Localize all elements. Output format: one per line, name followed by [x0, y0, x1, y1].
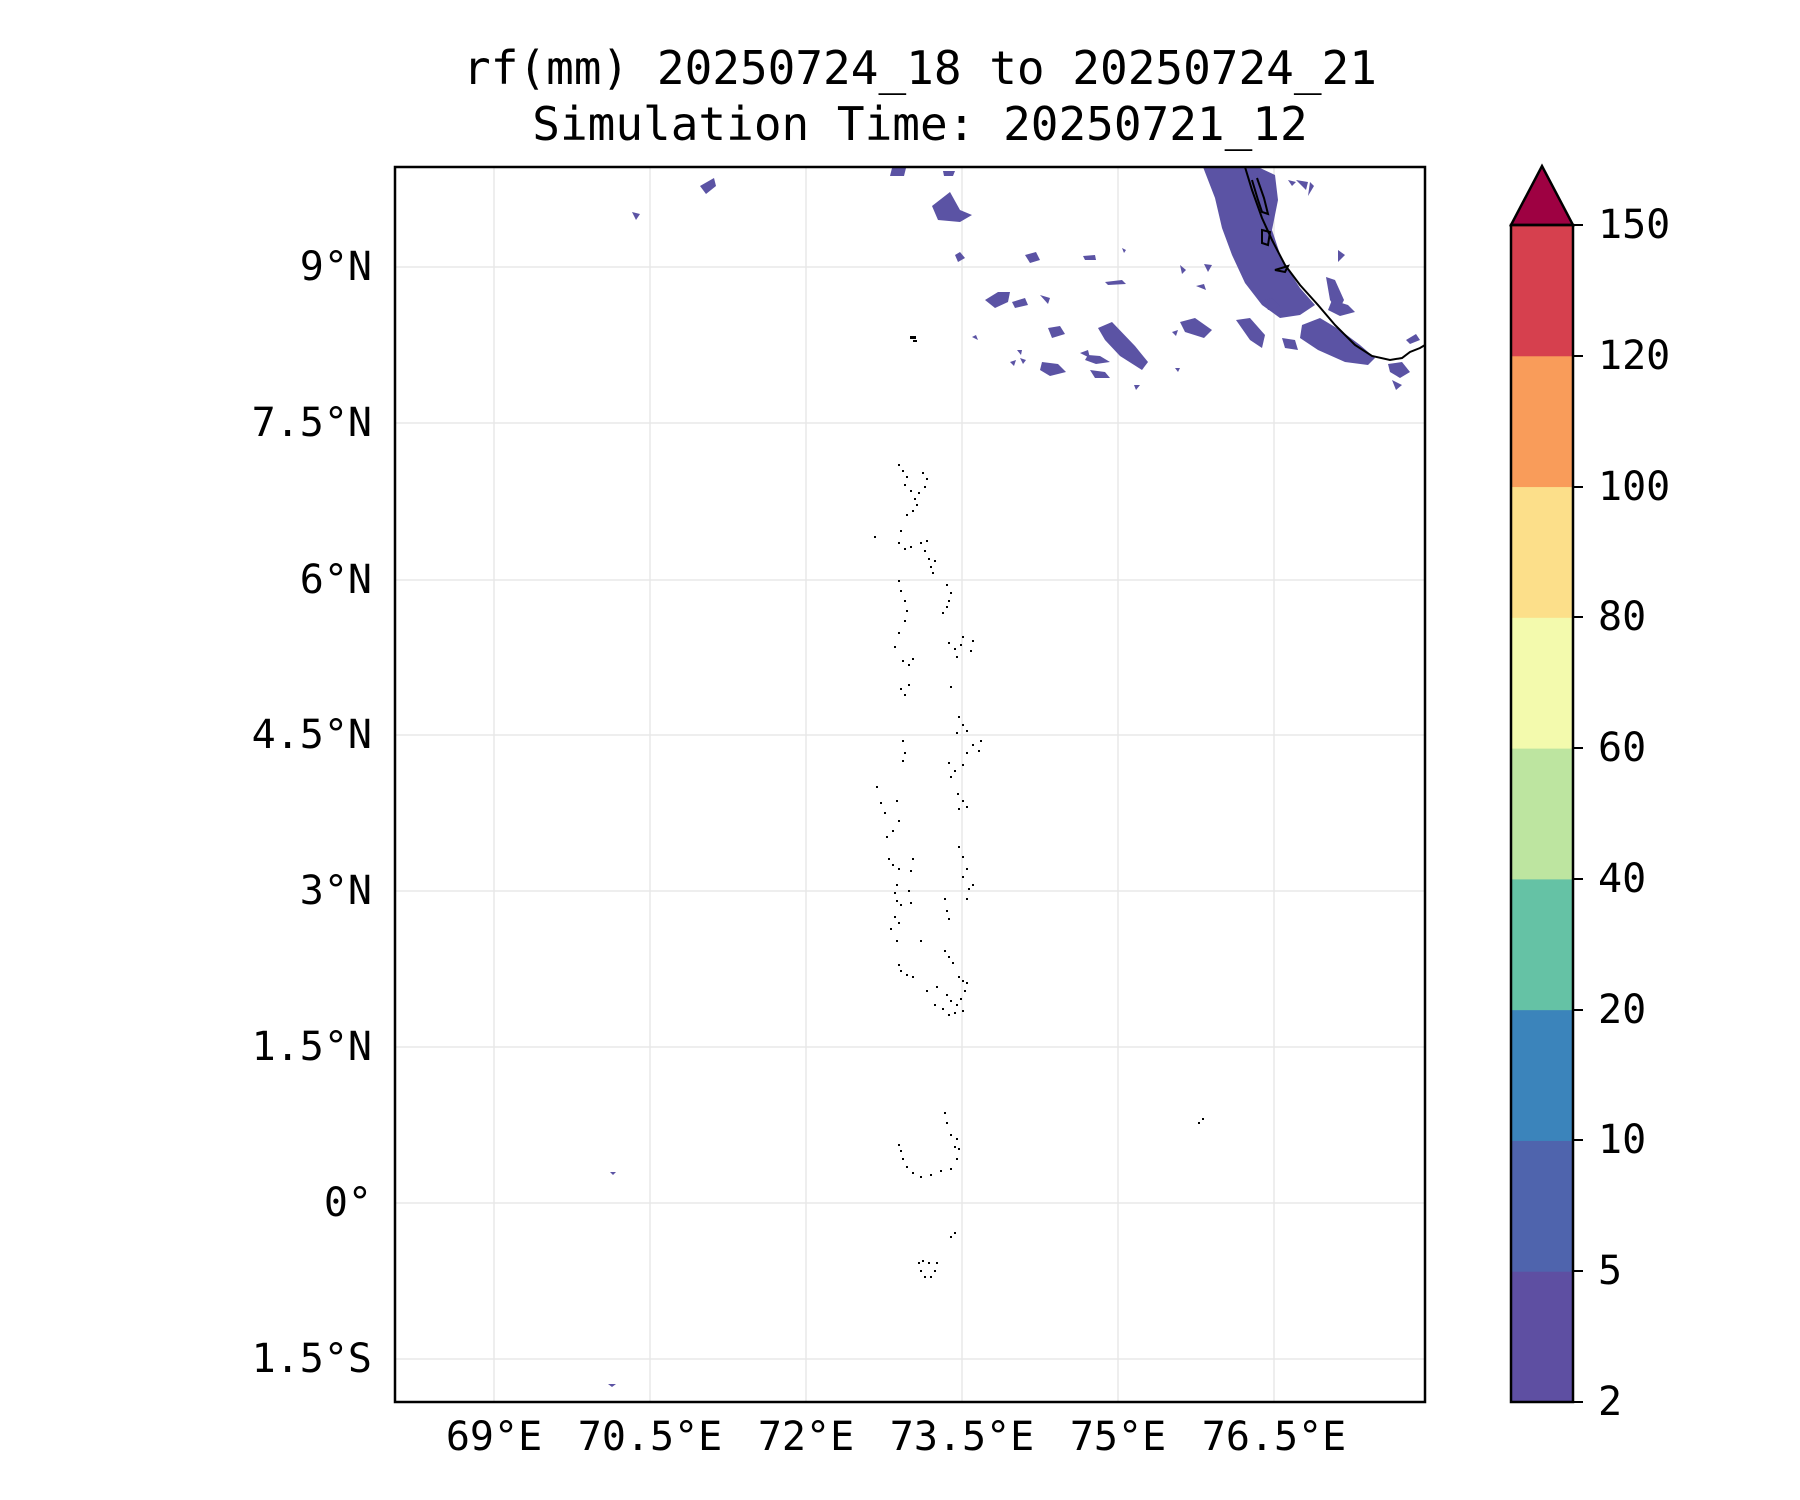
rain-patch	[1236, 318, 1265, 348]
rain-patch	[610, 1172, 616, 1175]
colorbar-label: 60	[1598, 725, 1647, 771]
colorbar-frame	[1509, 223, 1575, 1404]
rain-patch	[1172, 330, 1178, 336]
lon-tick-label: 72°E	[757, 1414, 855, 1460]
rain-patch	[1134, 385, 1140, 390]
colorbar-label: 2	[1598, 1379, 1623, 1425]
rain-patch	[1203, 167, 1315, 318]
rain-patch	[1090, 370, 1110, 378]
colorbar-label: 80	[1598, 594, 1647, 640]
colorbar-label: 5	[1598, 1248, 1623, 1294]
colorbar-label: 40	[1598, 856, 1647, 902]
rain-patch	[1080, 350, 1090, 358]
rain-patch	[972, 335, 978, 340]
rain-patch	[932, 192, 972, 222]
lon-tick-label: 70.5°E	[577, 1414, 723, 1460]
rain-patch	[1020, 358, 1026, 364]
coastline-islet	[1274, 264, 1290, 274]
lon-tick-label: 75°E	[1069, 1414, 1167, 1460]
rain-patch	[1012, 298, 1028, 308]
rain-patch	[1204, 264, 1212, 272]
colorbar-bin	[1511, 486, 1573, 618]
gridlines	[395, 167, 1425, 1402]
map-frame	[393, 165, 1427, 1404]
colorbar-bin	[1511, 1271, 1573, 1403]
rain-patch	[1308, 182, 1314, 196]
rain-patch	[1010, 360, 1016, 366]
rain-patch	[1338, 250, 1345, 262]
lat-tick-label: 1.5°N	[251, 1024, 372, 1070]
colorbar-label: 10	[1598, 1117, 1647, 1163]
rain-patch	[1017, 350, 1022, 355]
colorbar-bins	[1511, 225, 1573, 1403]
rain-patch	[1406, 334, 1420, 344]
coastline	[1244, 166, 1426, 362]
rain-patch	[985, 292, 1010, 308]
colorbar-label: 100	[1598, 464, 1671, 510]
rain-patch	[700, 178, 716, 194]
maldives-atolls	[874, 464, 1204, 1278]
colorbar-extend-max	[1508, 163, 1576, 227]
lat-tick-label: 1.5°S	[251, 1336, 372, 1382]
lat-tick-label: 0°	[323, 1180, 372, 1226]
colorbar-bin	[1511, 225, 1573, 357]
colorbar-ticks	[1573, 224, 1583, 1403]
coastline-india	[1244, 166, 1426, 362]
rain-patch	[943, 171, 955, 176]
rain-patch	[1040, 362, 1066, 376]
rain-patch	[1326, 277, 1344, 312]
rain-patch	[1105, 280, 1126, 285]
rain-patch	[1175, 368, 1180, 372]
rain-patch	[632, 212, 640, 220]
rain-patch	[608, 1384, 616, 1387]
rain-patch	[890, 168, 906, 176]
rain-patch	[1196, 284, 1206, 290]
rain-patch	[1040, 295, 1050, 304]
rain-patch	[955, 252, 965, 262]
colorbar-bin	[1511, 1140, 1573, 1272]
lon-tick-label: 73.5°E	[889, 1414, 1035, 1460]
lat-tick-label: 9°N	[299, 244, 372, 290]
map-title: rf(mm) 20250724_18 to 20250724_21	[463, 41, 1377, 95]
rain-patch	[1048, 326, 1065, 338]
colorbar-bin	[1511, 355, 1573, 488]
rain-patch	[1180, 318, 1212, 338]
rain-patch	[1098, 322, 1148, 370]
coastline-inlet	[1251, 177, 1270, 216]
rain-patch	[1025, 252, 1040, 263]
rain-patch	[1122, 248, 1126, 253]
rain-patch	[1296, 180, 1308, 190]
rain-patch	[1180, 265, 1186, 274]
rainfall-patches	[608, 167, 1420, 1387]
rain-patch	[1085, 355, 1110, 364]
rain-patch	[1392, 380, 1402, 390]
lat-tick-label: 7.5°N	[251, 400, 372, 446]
rain-patch	[1288, 180, 1296, 186]
rain-patch	[1282, 338, 1298, 350]
colorbar-label: 20	[1598, 987, 1647, 1033]
rain-patch	[1388, 362, 1410, 378]
lon-tick-label: 76.5°E	[1201, 1414, 1347, 1460]
lon-tick-label: 69°E	[445, 1414, 543, 1460]
colorbar-bin	[1511, 617, 1573, 749]
lakshadweep-islands	[910, 336, 917, 342]
lat-tick-label: 4.5°N	[251, 712, 372, 758]
colorbar-bin	[1511, 748, 1573, 880]
colorbar-label: 150	[1598, 202, 1671, 248]
lat-tick-label: 6°N	[299, 557, 372, 603]
coastline-backwater	[1261, 228, 1272, 247]
colorbar-label: 120	[1598, 333, 1671, 379]
colorbar-bin	[1511, 878, 1573, 1011]
lat-tick-label: 3°N	[299, 868, 372, 914]
rain-patch	[1300, 318, 1375, 365]
colorbar	[1508, 163, 1583, 1404]
colorbar-bin	[1511, 1009, 1573, 1141]
rain-patch	[1083, 255, 1096, 260]
rain-patch	[1264, 298, 1280, 310]
map-subtitle: Simulation Time: 20250721_12	[532, 97, 1308, 151]
